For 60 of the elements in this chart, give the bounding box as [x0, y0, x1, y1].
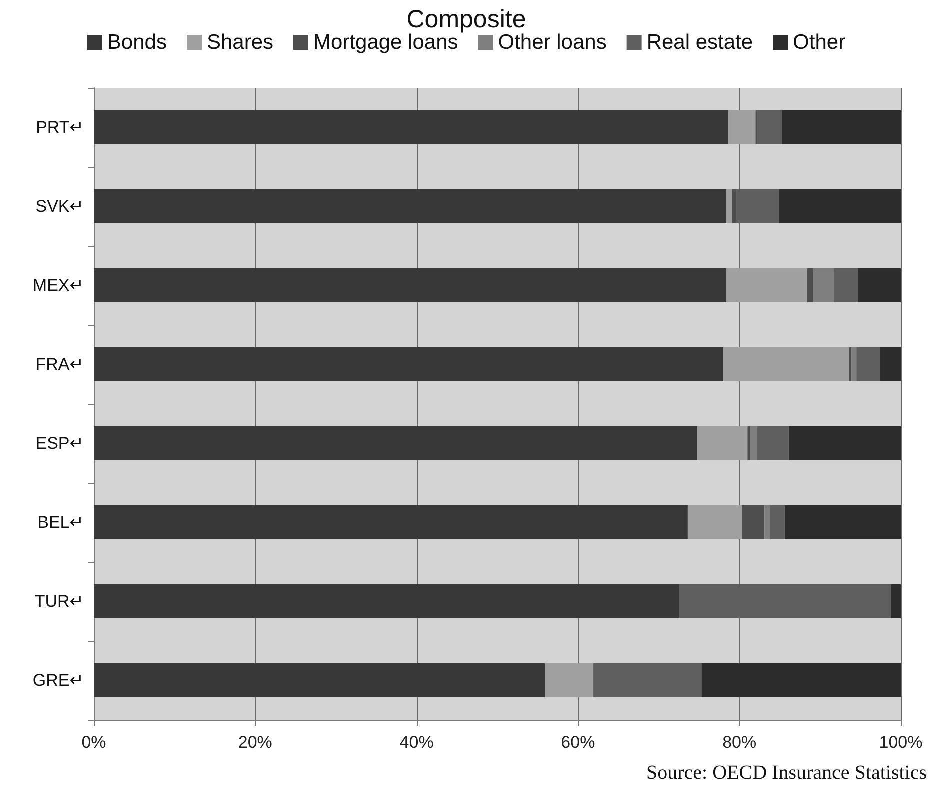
y-tick-label: PRT↵: [36, 118, 84, 137]
bar: [807, 268, 814, 302]
bar: [594, 664, 702, 698]
bar: [784, 506, 901, 540]
bar: [94, 584, 680, 618]
y-tick-label: ESP↵: [36, 434, 84, 453]
x-tick-label: 20%: [238, 733, 272, 752]
bar: [94, 664, 546, 698]
legend-label: Real estate: [646, 31, 754, 54]
bar: [94, 348, 724, 382]
y-tick-label: TUR↵: [34, 592, 84, 611]
bar: [757, 426, 789, 460]
bar: [742, 506, 765, 540]
bar: [698, 426, 748, 460]
bar: [858, 268, 901, 302]
bar: [545, 664, 594, 698]
x-tick-label: 80%: [722, 733, 757, 752]
bar: [891, 584, 901, 618]
bar: [788, 426, 901, 460]
bar: [748, 426, 750, 460]
bar: [782, 110, 901, 144]
bar: [728, 110, 756, 144]
source-note: Source: OECD Insurance Statistics: [646, 762, 928, 784]
bar: [94, 190, 727, 224]
bar: [750, 426, 758, 460]
bar: [849, 348, 852, 382]
y-tick-label: BEL↵: [38, 513, 84, 532]
bar: [770, 506, 785, 540]
legend-label: Other loans: [498, 31, 607, 54]
legend-label: Bonds: [107, 31, 167, 54]
chart-title: Composite: [406, 6, 526, 34]
bar: [723, 348, 850, 382]
x-tick-label: 0%: [82, 733, 106, 752]
legend-label: Other: [793, 31, 846, 54]
y-tick-label: MEX↵: [32, 276, 84, 295]
legend-label: Mortgage loans: [314, 31, 458, 54]
bar: [834, 268, 858, 302]
bar: [94, 110, 728, 144]
bar: [856, 348, 880, 382]
x-tick-label: 60%: [561, 733, 596, 752]
bar: [94, 506, 688, 540]
bar: [732, 190, 736, 224]
y-tick-label: SVK↵: [36, 197, 84, 216]
bar: [94, 268, 727, 302]
x-tick-label: 40%: [400, 733, 434, 752]
bar: [688, 506, 742, 540]
bar: [726, 268, 808, 302]
y-tick-label: GRE↵: [32, 671, 84, 690]
bar: [94, 426, 698, 460]
legend-label: Shares: [206, 31, 274, 54]
bar: [702, 664, 901, 698]
bar: [764, 506, 770, 540]
bar: [779, 190, 901, 224]
bar: [852, 348, 857, 382]
x-tick-label: 100%: [879, 733, 923, 752]
y-tick-label: FRA↵: [36, 355, 84, 374]
bar: [726, 190, 732, 224]
bar: [880, 348, 901, 382]
bar: [813, 268, 834, 302]
bar: [757, 110, 782, 144]
